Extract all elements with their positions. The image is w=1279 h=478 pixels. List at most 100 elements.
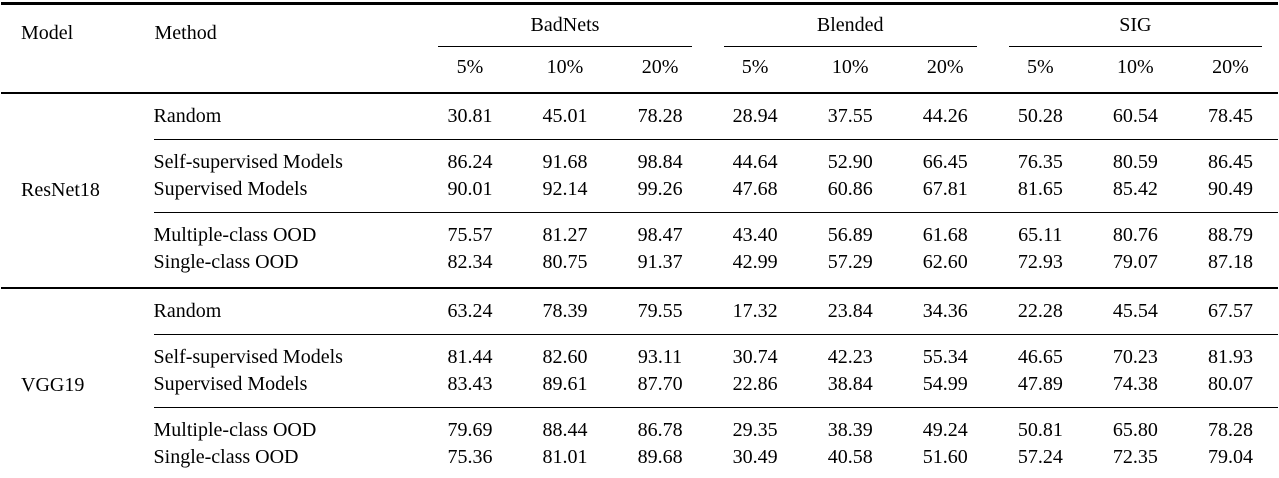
value-cell: 44.26	[922, 105, 968, 127]
value-cell: 81.93	[1182, 334, 1278, 371]
value-cell: 61.68	[897, 212, 993, 249]
value-cell: 38.84	[827, 373, 873, 395]
value-cell: 65.11	[992, 212, 1088, 249]
group-label: Blended	[723, 5, 977, 47]
group-header-blended: Blended	[708, 4, 993, 47]
value-cell: 57.29	[827, 251, 873, 273]
method-cell: Self-supervised Models	[153, 334, 423, 371]
value-cell: 91.68	[517, 139, 613, 176]
value-cell: 44.64	[707, 139, 803, 176]
value-cell: 86.45	[1182, 139, 1278, 176]
value-cell: 49.24	[897, 407, 993, 444]
value-cell: 87.70	[637, 373, 683, 395]
value-cell: 23.84	[802, 287, 898, 335]
value-cell: 88.79	[1182, 212, 1278, 249]
value-cell: 76.35	[992, 139, 1088, 176]
group-header-sig: SIG	[993, 4, 1278, 47]
value-cell: 79.55	[612, 287, 708, 335]
header-method: Method	[153, 3, 423, 94]
value-cell: 79.04	[1207, 446, 1253, 468]
value-cell: 75.36	[447, 446, 493, 468]
value-cell: 98.84	[612, 139, 708, 176]
value-cell: 47.68	[732, 178, 778, 200]
section-vgg19: VGG19 Random 63.24 78.39 79.55 17.32 23.…	[1, 287, 1278, 478]
value-cell: 89.68	[637, 446, 683, 468]
value-cell: 80.07	[1207, 373, 1253, 395]
value-cell: 78.28	[637, 105, 683, 127]
value-cell: 90.49	[1207, 178, 1253, 200]
value-cell: 88.44	[517, 407, 613, 444]
header-model: Model	[1, 3, 154, 94]
value-cell: 45.01	[542, 105, 588, 127]
table-row: Supervised Models 90.01 92.14 99.26 47.6…	[1, 176, 1278, 213]
value-cell: 50.81	[992, 407, 1088, 444]
table-row: Multiple-class OOD 79.69 88.44 86.78 29.…	[1, 407, 1278, 444]
value-cell: 22.86	[732, 373, 778, 395]
table-row: Multiple-class OOD 75.57 81.27 98.47 43.…	[1, 212, 1278, 249]
value-cell: 93.11	[612, 334, 708, 371]
value-cell: 37.55	[827, 105, 873, 127]
value-cell: 52.90	[802, 139, 898, 176]
value-cell: 50.28	[1017, 105, 1063, 127]
value-cell: 67.81	[922, 178, 968, 200]
table-row: Single-class OOD 82.34 80.75 91.37 42.99…	[1, 249, 1278, 288]
group-header-row: Model Method BadNets Blended SIG	[1, 3, 1278, 94]
value-cell: 81.44	[422, 334, 518, 371]
value-cell: 89.61	[542, 373, 588, 395]
method-cell: Random	[153, 287, 423, 335]
value-cell: 70.23	[1087, 334, 1183, 371]
method-cell: Supervised Models	[153, 178, 308, 200]
value-cell: 80.75	[542, 251, 588, 273]
table-row: Self-supervised Models 86.24 91.68 98.84…	[1, 139, 1278, 176]
value-cell: 92.14	[542, 178, 588, 200]
value-cell: 46.65	[992, 334, 1088, 371]
method-cell: Single-class OOD	[153, 446, 299, 468]
value-cell: 79.07	[1112, 251, 1158, 273]
method-cell: Supervised Models	[153, 373, 308, 395]
value-cell: 86.78	[612, 407, 708, 444]
method-cell: Multiple-class OOD	[153, 212, 423, 249]
value-cell: 29.35	[707, 407, 803, 444]
value-cell: 66.45	[897, 139, 993, 176]
value-cell: 30.81	[447, 105, 493, 127]
value-cell: 78.45	[1207, 105, 1253, 127]
subheader-row: 5% 10% 20% 5% 10% 20% 5% 10% 20%	[1, 47, 1278, 94]
value-cell: 80.76	[1087, 212, 1183, 249]
value-cell: 91.37	[637, 251, 683, 273]
method-cell: Random	[153, 105, 222, 127]
value-cell: 30.49	[732, 446, 778, 468]
value-cell: 79.69	[422, 407, 518, 444]
table-row: ResNet18 Random 30.81 45.01 78.28 28.94 …	[1, 93, 1278, 201]
value-cell: 85.42	[1112, 178, 1158, 200]
subheader-badnets-10: 10%	[517, 47, 613, 94]
value-cell: 40.58	[827, 446, 873, 468]
model-cell-resnet18: ResNet18	[21, 179, 100, 201]
value-cell: 82.60	[517, 334, 613, 371]
value-cell: 42.23	[802, 334, 898, 371]
value-cell: 72.93	[1017, 251, 1063, 273]
value-cell: 55.34	[897, 334, 993, 371]
value-cell: 72.35	[1112, 446, 1158, 468]
subheader-blended-10: 10%	[802, 47, 898, 94]
value-cell: 81.65	[1017, 178, 1063, 200]
subheader-badnets-5: 5%	[422, 47, 518, 94]
method-cell: Self-supervised Models	[153, 139, 423, 176]
value-cell: 28.94	[732, 105, 778, 127]
value-cell: 51.60	[922, 446, 968, 468]
table-row: Supervised Models 83.43 89.61 87.70 22.8…	[1, 371, 1278, 408]
value-cell: 74.38	[1112, 373, 1158, 395]
value-cell: 78.39	[517, 287, 613, 335]
value-cell: 81.01	[542, 446, 588, 468]
value-cell: 83.43	[447, 373, 493, 395]
method-cell: Multiple-class OOD	[153, 407, 423, 444]
value-cell: 86.24	[422, 139, 518, 176]
value-cell: 30.74	[707, 334, 803, 371]
value-cell: 67.57	[1182, 287, 1278, 335]
group-header-badnets: BadNets	[422, 4, 707, 47]
value-cell: 45.54	[1087, 287, 1183, 335]
subheader-sig-5: 5%	[992, 47, 1088, 94]
value-cell: 34.36	[897, 287, 993, 335]
value-cell: 90.01	[447, 178, 493, 200]
value-cell: 63.24	[422, 287, 518, 335]
